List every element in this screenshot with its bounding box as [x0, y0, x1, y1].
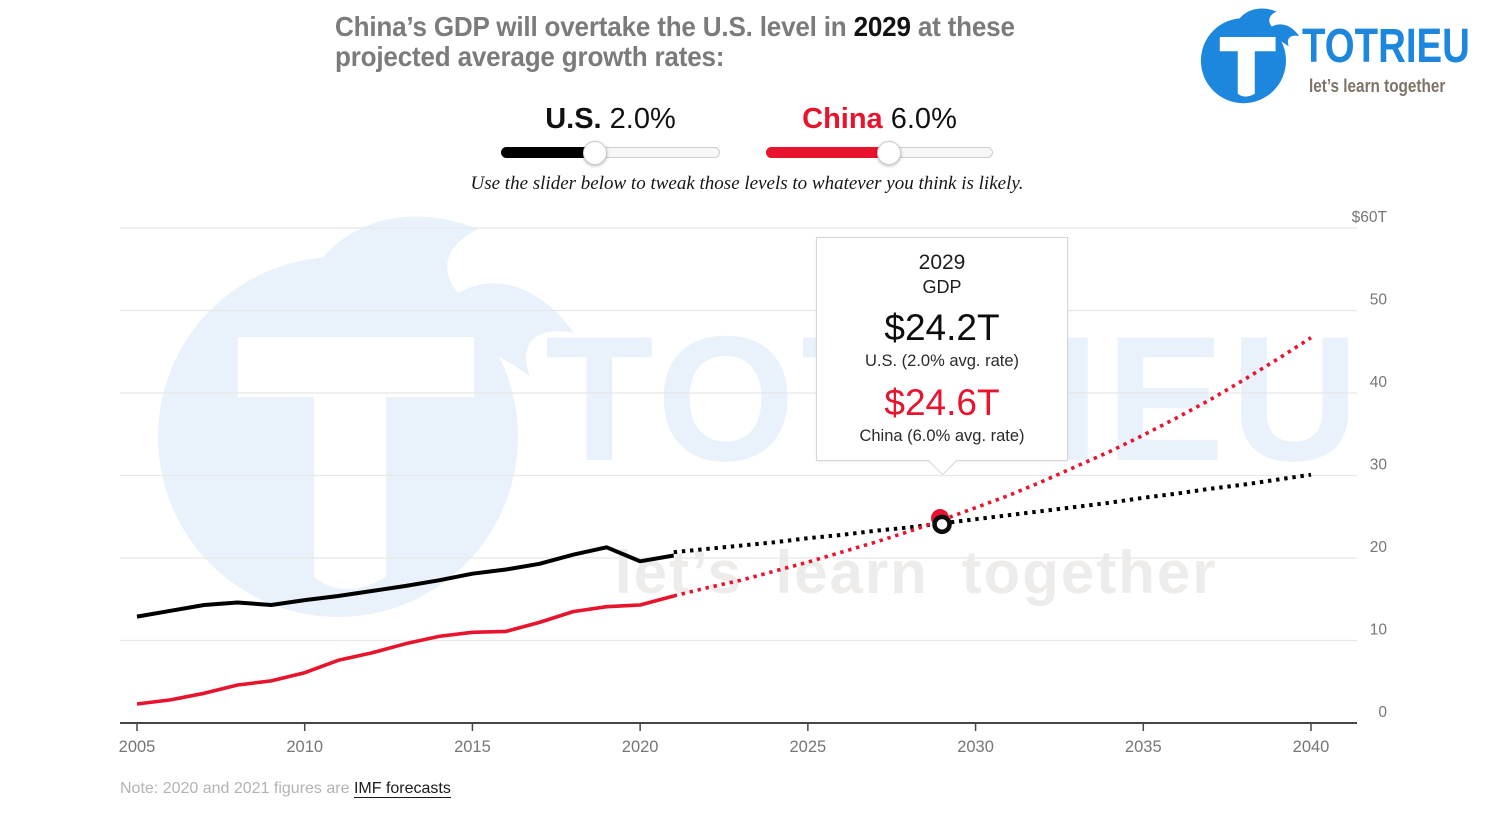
y-tick-label: 20	[1370, 539, 1388, 556]
title-part2: at these	[910, 11, 1015, 42]
us-slider-thumb[interactable]	[583, 140, 608, 165]
x-tick-label: 2005	[119, 738, 156, 756]
watermark-tagline-text: let’s learn together	[615, 539, 1218, 606]
x-tick-label: 2015	[454, 738, 491, 756]
y-tick-label: 50	[1370, 292, 1388, 309]
logo-tagline-text: let’s learn together	[1309, 76, 1446, 96]
tooltip-china-value: $24.6T	[884, 382, 1000, 423]
y-tick-label: 10	[1370, 622, 1388, 639]
china-rate-slider[interactable]	[766, 140, 993, 165]
title-part1: China’s GDP will overtake the U.S. level…	[335, 11, 854, 42]
y-tick-label: $60T	[1352, 209, 1388, 226]
crossover-marker	[932, 514, 952, 535]
china-rate-name: China	[802, 103, 883, 135]
china-rate-value: 6.0%	[890, 103, 957, 135]
x-tick-label: 2035	[1125, 738, 1162, 756]
x-tick-label: 2025	[790, 738, 827, 756]
us-rate-label: U.S. 2.0%	[501, 103, 720, 136]
us-slider-fill	[501, 147, 595, 158]
logo-brand-text: TOTRIEU	[1302, 20, 1470, 73]
y-tick-label: 0	[1378, 704, 1387, 721]
x-tick-label: 2020	[622, 738, 659, 756]
page-title: China’s GDP will overtake the U.S. level…	[335, 12, 1098, 72]
slider-instruction: Use the slider below to tweak those leve…	[470, 173, 1024, 194]
imf-forecasts-link[interactable]: IMF forecasts	[353, 780, 451, 798]
x-tick-label: 2010	[286, 738, 323, 756]
us-rate-value: 2.0%	[609, 103, 676, 135]
footnote-text: Note: 2020 and 2021 figures are	[120, 780, 354, 797]
tooltip-china-caption: China (6.0% avg. rate)	[859, 427, 1025, 445]
china-slider-fill	[766, 147, 888, 158]
y-tick-label: 40	[1370, 374, 1388, 391]
title-line2: projected average growth rates:	[335, 40, 725, 72]
totrieu-logo-icon	[1200, 8, 1300, 104]
china-gdp-historical--line	[136, 594, 675, 706]
tooltip-us-caption: U.S. (2.0% avg. rate)	[864, 352, 1020, 370]
china-projected-6-0-avg-rate--line	[673, 336, 1312, 598]
u-s-gdp-historical--line	[136, 545, 675, 619]
china-rate-label: China 6.0%	[766, 103, 993, 136]
tooltip-us-value: $24.2T	[884, 307, 1000, 348]
tooltip-year: 2029	[918, 251, 966, 274]
x-tick-label: 2030	[957, 738, 994, 756]
x-tick-label: 2040	[1293, 738, 1330, 756]
china-slider-thumb[interactable]	[876, 140, 901, 165]
us-rate-name: U.S.	[545, 103, 602, 135]
tooltip-heading: GDP	[922, 277, 962, 297]
title-year: 2029	[853, 11, 911, 42]
watermark-logo-icon	[158, 216, 574, 617]
u-s-projected-2-0-avg-rate--line	[673, 472, 1312, 555]
footnote: Note: 2020 and 2021 figures are IMF fore…	[120, 780, 451, 798]
crossover-tooltip: 2029 GDP $24.2T U.S. (2.0% avg. rate) $2…	[816, 237, 1068, 476]
us-rate-slider[interactable]	[501, 140, 720, 165]
y-tick-label: 30	[1370, 457, 1388, 474]
